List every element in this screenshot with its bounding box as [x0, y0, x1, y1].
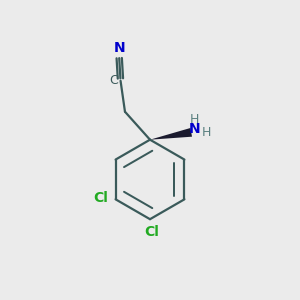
Text: H: H	[202, 126, 211, 139]
Text: H: H	[190, 113, 200, 127]
Text: N: N	[189, 122, 201, 136]
Text: Cl: Cl	[93, 191, 108, 205]
Polygon shape	[150, 128, 192, 140]
Text: Cl: Cl	[144, 225, 159, 238]
Text: N: N	[113, 40, 125, 55]
Text: C: C	[110, 74, 118, 87]
